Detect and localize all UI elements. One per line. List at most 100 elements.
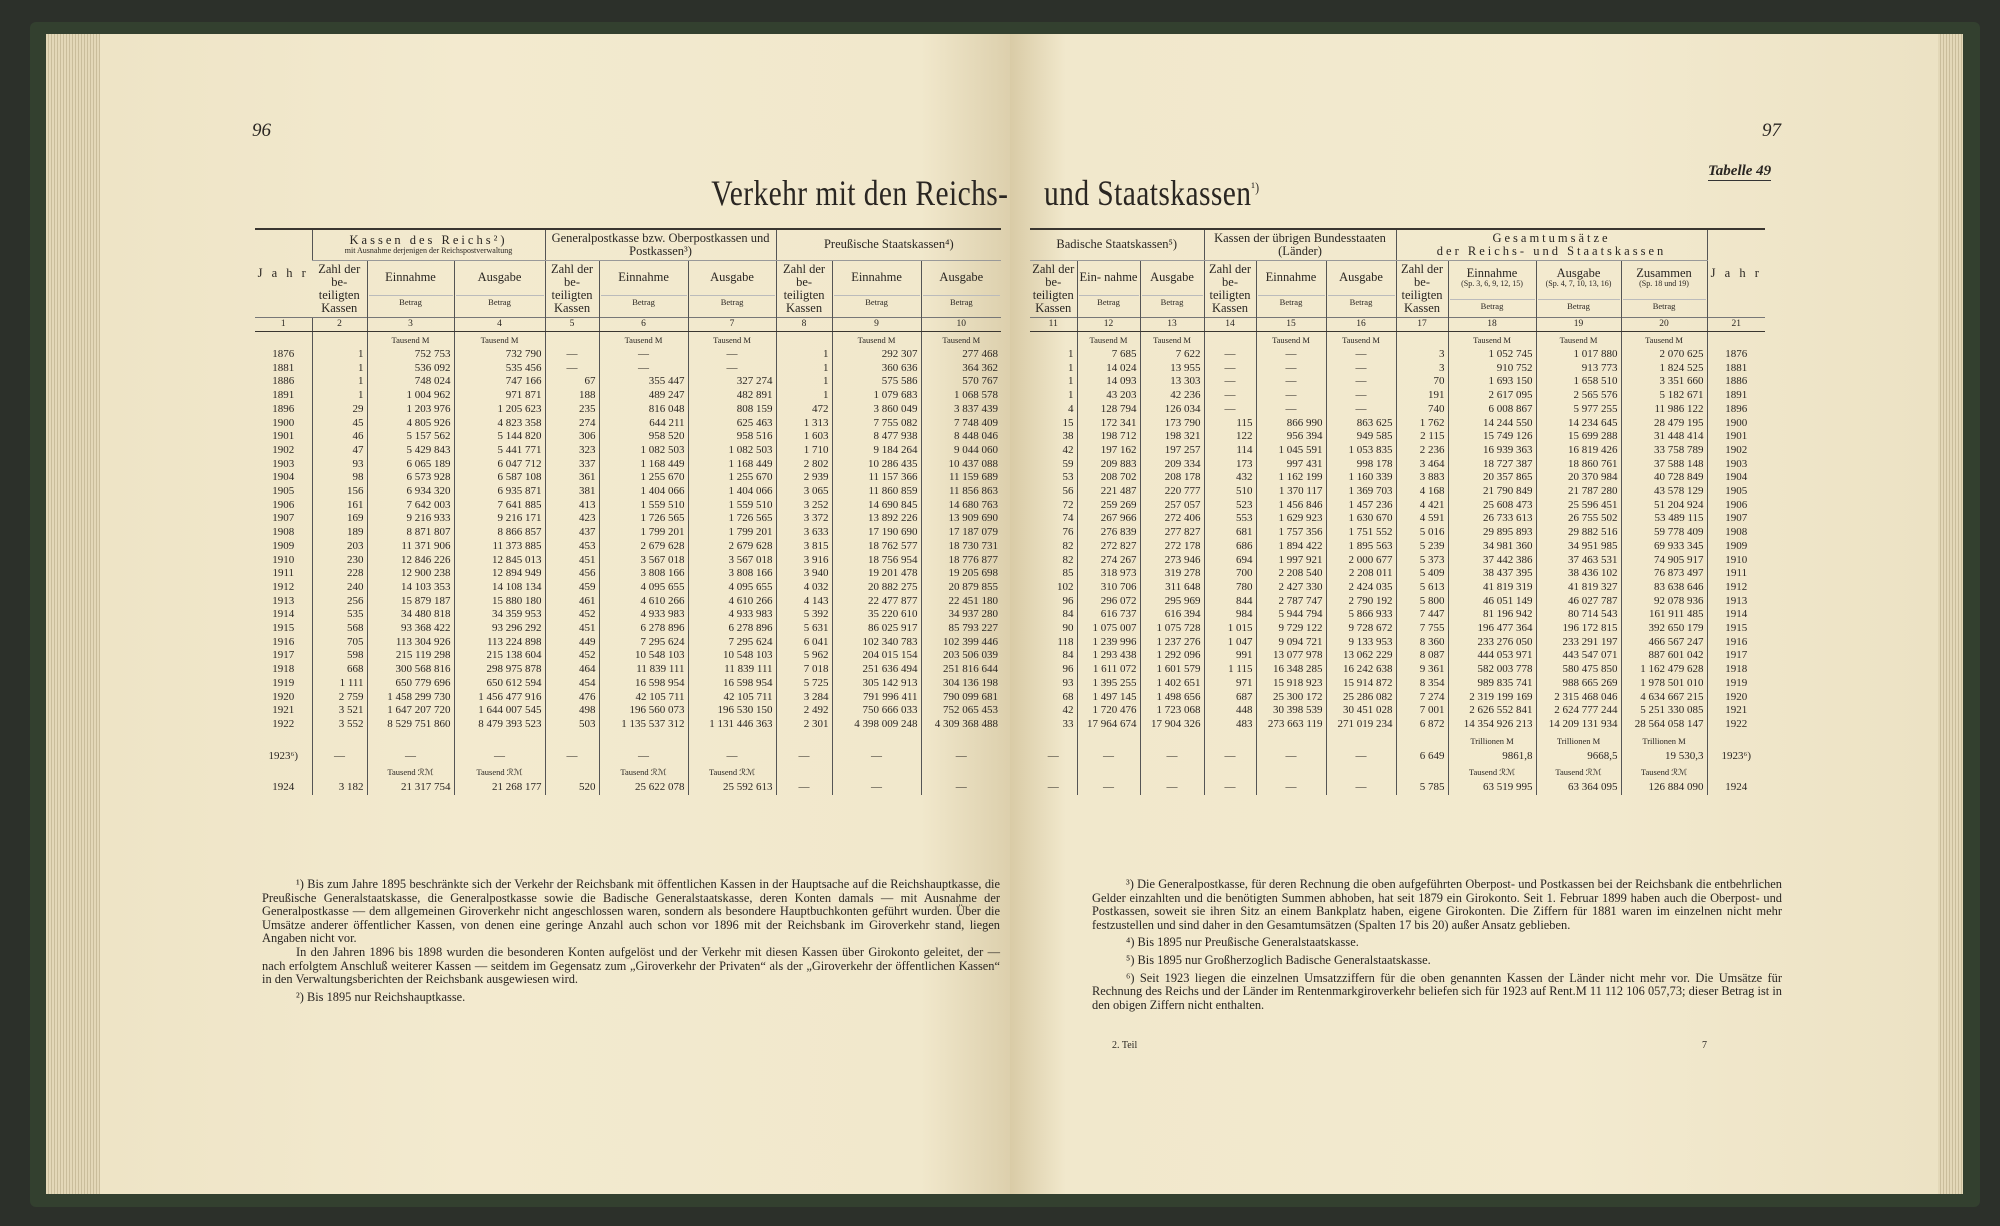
table-cell: 20 879 855 [920, 580, 1002, 595]
table-cell: 1 559 510 [687, 498, 777, 513]
table-cell: 1 603 [775, 430, 833, 444]
table-cell: 10 437 088 [920, 457, 1002, 472]
unit-cell [1030, 332, 1077, 349]
table-cell: 4 398 009 248 [831, 717, 922, 732]
table-cell: — [775, 749, 833, 764]
footnote: ⁴) Bis 1895 nur Preußische Generalstaats… [1126, 935, 1359, 950]
table-cell: 12 894 949 [453, 567, 546, 581]
table-cell: 267 966 [1076, 512, 1140, 527]
table-cell: 8 360 [1395, 635, 1449, 650]
unit-cell: Tausend M [1139, 331, 1205, 348]
table-cell: 6 934 320 [366, 485, 454, 499]
table-cell: 43 578 129 [1620, 485, 1708, 499]
table-cell: 40 728 849 [1620, 471, 1708, 486]
table-cell: 8 871 807 [366, 526, 454, 540]
table-cell: — [1325, 402, 1397, 417]
table-cell: — [1047, 749, 1059, 762]
spalten-note: (Sp. 18 und 19) [1639, 279, 1689, 289]
table-cell: 3 351 660 [1620, 375, 1708, 390]
table-cell: — [1203, 389, 1257, 403]
table-cell: — [598, 749, 689, 764]
table-row: 1911 228 12 900 238 12 894 949 456 3 808 166 3… [255, 567, 1002, 581]
table-cell: 272 827 [1076, 539, 1140, 554]
year-cell: 1922 [272, 717, 295, 730]
table-cell: 1 457 236 [1325, 498, 1397, 513]
table-cell: 118 [1057, 635, 1074, 648]
table-row: 1920 2 759 1 458 299 730 1 456 477 916 476 42… [255, 690, 1002, 705]
table-cell: 4 [1068, 402, 1074, 415]
betrag-label: Betrag [1327, 294, 1395, 307]
table-cell: 13 062 229 [1325, 649, 1397, 664]
table-row: 4 128 794 126 034— — —740 6 008 867 5 977 255 1… [1030, 402, 1766, 417]
year-cell: 1896 [1706, 402, 1766, 417]
table-cell: 12 845 013 [453, 553, 546, 568]
table-cell: 35 220 610 [831, 608, 922, 623]
sheet-number: 7 [1702, 1040, 1707, 1051]
table-cell: 34 359 953 [453, 608, 546, 623]
table-cell: 1 079 683 [831, 389, 922, 403]
table-cell: 7 755 [1395, 622, 1449, 636]
unit-cell [311, 763, 367, 782]
table-cell: — [1076, 781, 1140, 796]
unit-cell [920, 763, 1002, 782]
table-cell: 41 819 327 [1535, 580, 1622, 595]
year-cell: 1920 [1706, 690, 1766, 705]
table-cell: 102 [1057, 580, 1074, 593]
table-cell: 45 [311, 416, 367, 431]
unit-cell: Tausend M [687, 331, 777, 348]
table-cell: 3 808 166 [598, 567, 689, 581]
table-cell: 2 208 011 [1325, 567, 1397, 581]
table-cell: 235 [544, 402, 600, 417]
table-cell: — [831, 749, 922, 764]
table-cell: 361 [544, 471, 600, 486]
table-cell: 3 372 [775, 512, 833, 527]
year-cell: 1924 [1706, 781, 1766, 796]
table-cell: 3 182 [311, 781, 367, 796]
table-cell: 76 873 497 [1620, 567, 1708, 581]
table-cell: 84 [1062, 608, 1074, 621]
table-cell: 72 [1062, 498, 1074, 511]
table-cell: 971 [1203, 676, 1257, 691]
unit-row: Tausend ℛℳ Tausend ℛℳ Tausend ℛℳ [1030, 763, 1766, 782]
table-cell: 7 295 624 [598, 635, 689, 650]
header-zusammen: Zusammen (Sp. 18 und 19) Betrag [1620, 260, 1708, 318]
footnote: ⁶) Seit 1923 liegen die einzelnen Umsatz… [1092, 970, 1782, 1012]
table-cell: 9 044 060 [920, 443, 1002, 458]
header-zahl: Zahl der be- teiligten Kassen [1395, 260, 1449, 318]
table-cell: 1 644 007 545 [453, 704, 546, 718]
table-row: — — — — — —6 649 9861,8 9668,5 19 530,3 1923⁶) [1030, 749, 1766, 764]
table-row: 84 616 737 616 394 984 5 944 794 5 866 933 7 4… [1030, 608, 1766, 623]
table-row: 1891 1 1 004 962 971 871 188 489 247 482 891 1 1… [255, 389, 1002, 403]
table-cell: 1 894 422 [1255, 539, 1327, 554]
table-cell: 14 354 926 213 [1447, 717, 1537, 732]
table-cell: 240 [311, 580, 367, 595]
table-cell: 277 468 [920, 348, 1002, 362]
column-number: 2 [311, 317, 367, 332]
table-cell: 2 802 [775, 457, 833, 472]
table-cell: 21 790 849 [1447, 485, 1537, 499]
table-label: Tabelle 49 [1708, 163, 1772, 181]
unit-cell [775, 331, 833, 348]
year-cell: 1902 [272, 443, 295, 456]
table-cell: 208 702 [1076, 471, 1140, 486]
table-cell: 26 733 613 [1447, 512, 1537, 527]
table-cell: 4 610 266 [598, 594, 689, 609]
column-number: 11 [1030, 317, 1077, 332]
table-cell: 482 891 [687, 389, 777, 403]
table-cell: — [1139, 749, 1205, 764]
unit-cell: Tausend M [831, 331, 922, 348]
header-jahr: J a h r [1706, 228, 1766, 318]
table-cell: 98 [311, 471, 367, 486]
label: Einnahme [385, 270, 436, 285]
table-cell: 25 592 613 [687, 781, 777, 796]
table-cell: 1 053 835 [1325, 443, 1397, 458]
table-cell: 31 448 414 [1620, 430, 1708, 444]
table-cell: 1 075 728 [1139, 622, 1205, 636]
betrag-label: Betrag [1449, 298, 1535, 311]
table-cell: 86 025 917 [831, 622, 922, 636]
table-cell: 16 348 285 [1255, 663, 1327, 677]
table-cell: 16 819 426 [1535, 443, 1622, 458]
table-cell: 9 184 264 [831, 443, 922, 458]
table-cell: 7 274 [1395, 690, 1449, 705]
table-cell: 9 729 122 [1255, 622, 1327, 636]
